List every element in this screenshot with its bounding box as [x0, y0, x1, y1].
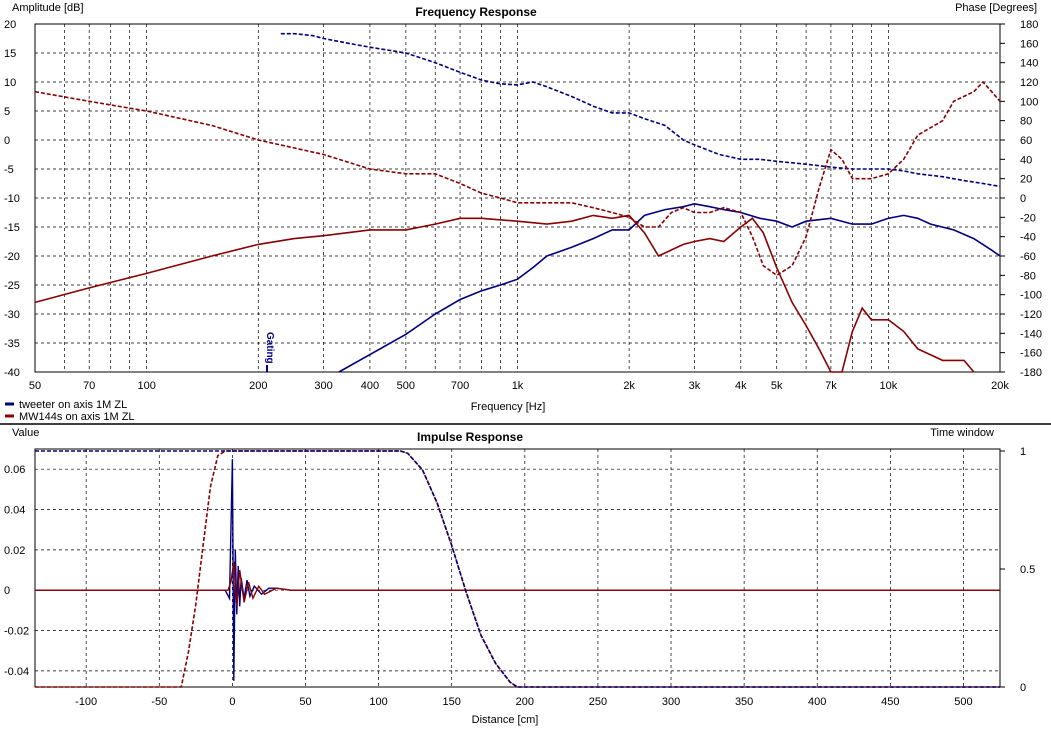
distance-tick-label: 200 [516, 696, 534, 708]
impulse-curves [35, 450, 1000, 688]
phase-axis-title: Phase [Degrees] [955, 2, 1037, 14]
distance-tick-label: -50 [151, 696, 167, 708]
legend-label-mw144s: MW144s on axis 1M ZL [19, 411, 135, 423]
amplitude-tick-label: -20 [4, 251, 20, 263]
distance-tick-label: 500 [954, 696, 972, 708]
amplitude-tick-label: -30 [4, 309, 20, 321]
freq-curves [34, 32, 1001, 373]
distance-tick-label: 300 [662, 696, 680, 708]
distance-tick-label: 100 [369, 696, 387, 708]
value-axis-title: Value [12, 427, 39, 439]
freq-x-tick-label: 4k [735, 380, 747, 392]
impulse-response-panel: -100 -50 0 50 100 150 200 250 300 350 400 450 5000.0… [4, 427, 1035, 726]
freq-x-tick-label: 70 [83, 380, 95, 392]
amplitude-tick-label: -40 [4, 367, 20, 379]
phase-tick-label: -80 [1020, 270, 1036, 282]
distance-tick-label: 50 [299, 696, 311, 708]
phase-tick-label: -160 [1020, 348, 1042, 360]
freq-x-tick-label: 500 [397, 380, 415, 392]
distance-tick-label: 450 [881, 696, 899, 708]
distance-tick-label: 150 [443, 696, 461, 708]
amplitude-tick-label: 15 [4, 48, 16, 60]
distance-tick-label: -100 [75, 696, 97, 708]
frequency-response-panel: 50 70 100 200 300 400 500 700 1k 2k 3k 4k 5k 7k 10k 20k… [4, 2, 1042, 423]
amplitude-tick-label: 10 [4, 77, 16, 89]
legend-label-tweeter: tweeter on axis 1M ZL [19, 399, 127, 411]
phase-tick-label: 160 [1020, 38, 1038, 50]
phase-tick-label: -20 [1020, 212, 1036, 224]
amplitude-tick-label: -5 [4, 164, 14, 176]
time-window-tick-label: 0.5 [1020, 564, 1035, 576]
value-tick-label: 0.02 [4, 545, 25, 557]
value-tick-label: 0 [4, 585, 10, 597]
freq-tick-labels: 50 70 100 200 300 400 500 700 1k 2k 3k 4k 5k 7k 10k 20k… [4, 19, 1042, 392]
freq-x-tick-label: 700 [451, 380, 469, 392]
amplitude-tick-label: 20 [4, 19, 16, 31]
mw144s-impulse-curve [35, 561, 1000, 607]
freq-x-tick-label: 3k [689, 380, 701, 392]
distance-tick-label: 250 [589, 696, 607, 708]
value-tick-label: 0.04 [4, 505, 25, 517]
phase-tick-label: 0 [1020, 193, 1026, 205]
value-tick-label: -0.04 [4, 666, 29, 678]
phase-tick-label: -120 [1020, 309, 1042, 321]
phase-tick-label: -180 [1020, 367, 1042, 379]
phase-tick-label: -140 [1020, 328, 1042, 340]
freq-x-tick-label: 5k [771, 380, 783, 392]
frequency-axis-title: Frequency [Hz] [471, 401, 546, 413]
distance-axis-title: Distance [cm] [472, 714, 539, 726]
time-window-axis-title: Time window [930, 427, 994, 439]
freq-chart-title: Frequency Response [415, 5, 537, 19]
phase-tick-label: 60 [1020, 135, 1032, 147]
phase-tick-label: 40 [1020, 154, 1032, 166]
gating-marker-label: Gating [264, 332, 275, 364]
phase-tick-label: -60 [1020, 251, 1036, 263]
tweeter-window-curve [35, 450, 1000, 688]
freq-x-tick-label: 100 [137, 380, 155, 392]
freq-x-tick-label: 20k [991, 380, 1009, 392]
amplitude-tick-label: -25 [4, 280, 20, 292]
tweeter-magnitude-curve [338, 202, 1001, 373]
phase-tick-label: -100 [1020, 290, 1042, 302]
value-tick-label: -0.02 [4, 626, 29, 638]
impulse-chart-title: Impulse Response [417, 430, 523, 444]
phase-tick-label: 100 [1020, 96, 1038, 108]
mw144s-phase-curve [34, 80, 1001, 277]
phase-tick-label: 20 [1020, 174, 1032, 186]
freq-x-tick-label: 2k [623, 380, 635, 392]
impulse-tick-labels: -100 -50 0 50 100 150 200 250 300 350 400 450 5000.0… [4, 446, 1035, 708]
value-tick-label: 0.06 [4, 464, 25, 476]
freq-grid [35, 24, 1000, 372]
phase-tick-label: 120 [1020, 77, 1038, 89]
time-window-tick-label: 0 [1020, 682, 1026, 694]
freq-x-tick-label: 10k [879, 380, 897, 392]
amplitude-tick-label: -35 [4, 338, 20, 350]
freq-x-tick-label: 1k [512, 380, 524, 392]
distance-tick-label: 350 [735, 696, 753, 708]
mw144s-magnitude-curve [34, 214, 975, 373]
phase-tick-label: -40 [1020, 232, 1036, 244]
tweeter-phase-curve [280, 32, 1001, 188]
distance-tick-label: 0 [229, 696, 235, 708]
distance-tick-label: 400 [808, 696, 826, 708]
freq-x-tick-label: 200 [249, 380, 267, 392]
freq-x-tick-label: 50 [29, 380, 41, 392]
amplitude-tick-label: -10 [4, 193, 20, 205]
phase-tick-label: 140 [1020, 58, 1038, 70]
freq-x-tick-label: 400 [361, 380, 379, 392]
amplitude-tick-label: -15 [4, 222, 20, 234]
time-window-tick-label: 1 [1020, 446, 1026, 458]
phase-tick-label: 80 [1020, 116, 1032, 128]
freq-x-tick-label: 300 [314, 380, 332, 392]
amplitude-tick-label: 0 [4, 135, 10, 147]
amplitude-axis-title: Amplitude [dB] [12, 2, 84, 14]
phase-tick-label: 180 [1020, 19, 1038, 31]
amplitude-tick-label: 5 [4, 106, 10, 118]
freq-x-tick-label: 7k [825, 380, 837, 392]
legend: tweeter on axis 1M ZL MW144s on axis 1M … [5, 399, 135, 423]
mw144s-window-curve [35, 450, 1000, 688]
